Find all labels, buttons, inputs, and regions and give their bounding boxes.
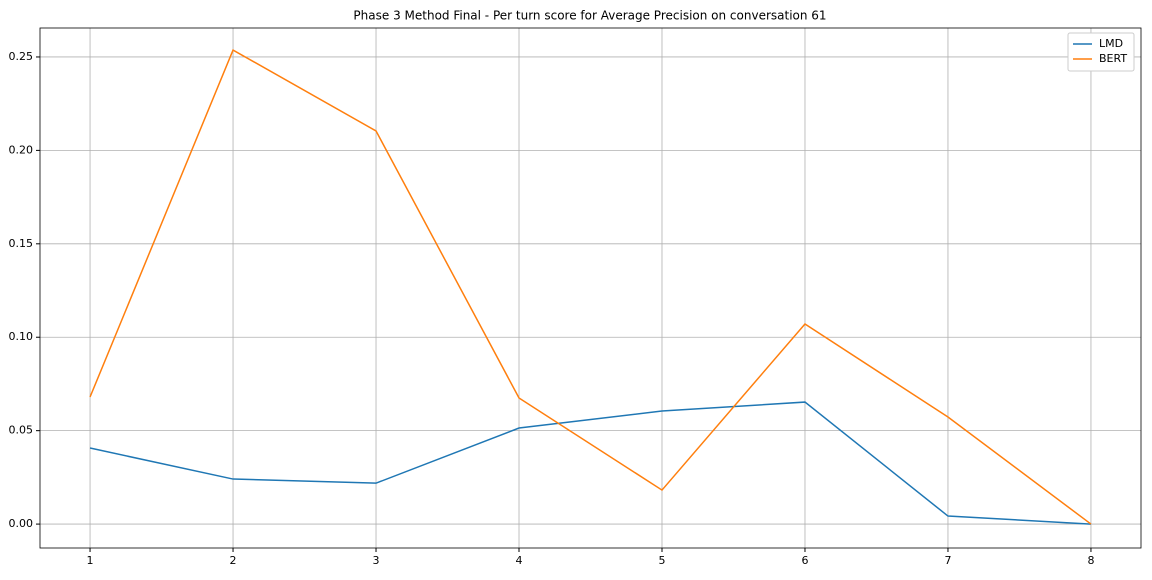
y-tick-label: 0.00 [9,517,34,530]
y-tick-label: 0.15 [9,237,34,250]
plot-frame [39,27,1142,549]
x-tick-label: 7 [944,554,951,567]
legend-box [1067,32,1135,72]
x-tick-label: 1 [87,554,94,567]
x-tick-label: 6 [801,554,808,567]
line [89,48,1092,525]
chart-title: Phase 3 Method Final - Per turn score fo… [353,9,826,23]
legend-label: BERT [1099,52,1127,65]
y-tick-label: 0.25 [9,50,34,63]
x-tick-label: 2 [230,554,237,567]
x-tick-label: 5 [658,554,665,567]
y-tick-label: 0.20 [9,143,34,156]
x-tick-label: 4 [516,554,523,567]
line [89,401,1091,525]
x-tick-label: 3 [373,554,380,567]
x-tick-label: 8 [1087,554,1094,567]
legend-label: LMD [1099,37,1123,50]
y-tick-label: 0.05 [9,424,34,437]
y-tick-label: 0.10 [9,330,34,343]
